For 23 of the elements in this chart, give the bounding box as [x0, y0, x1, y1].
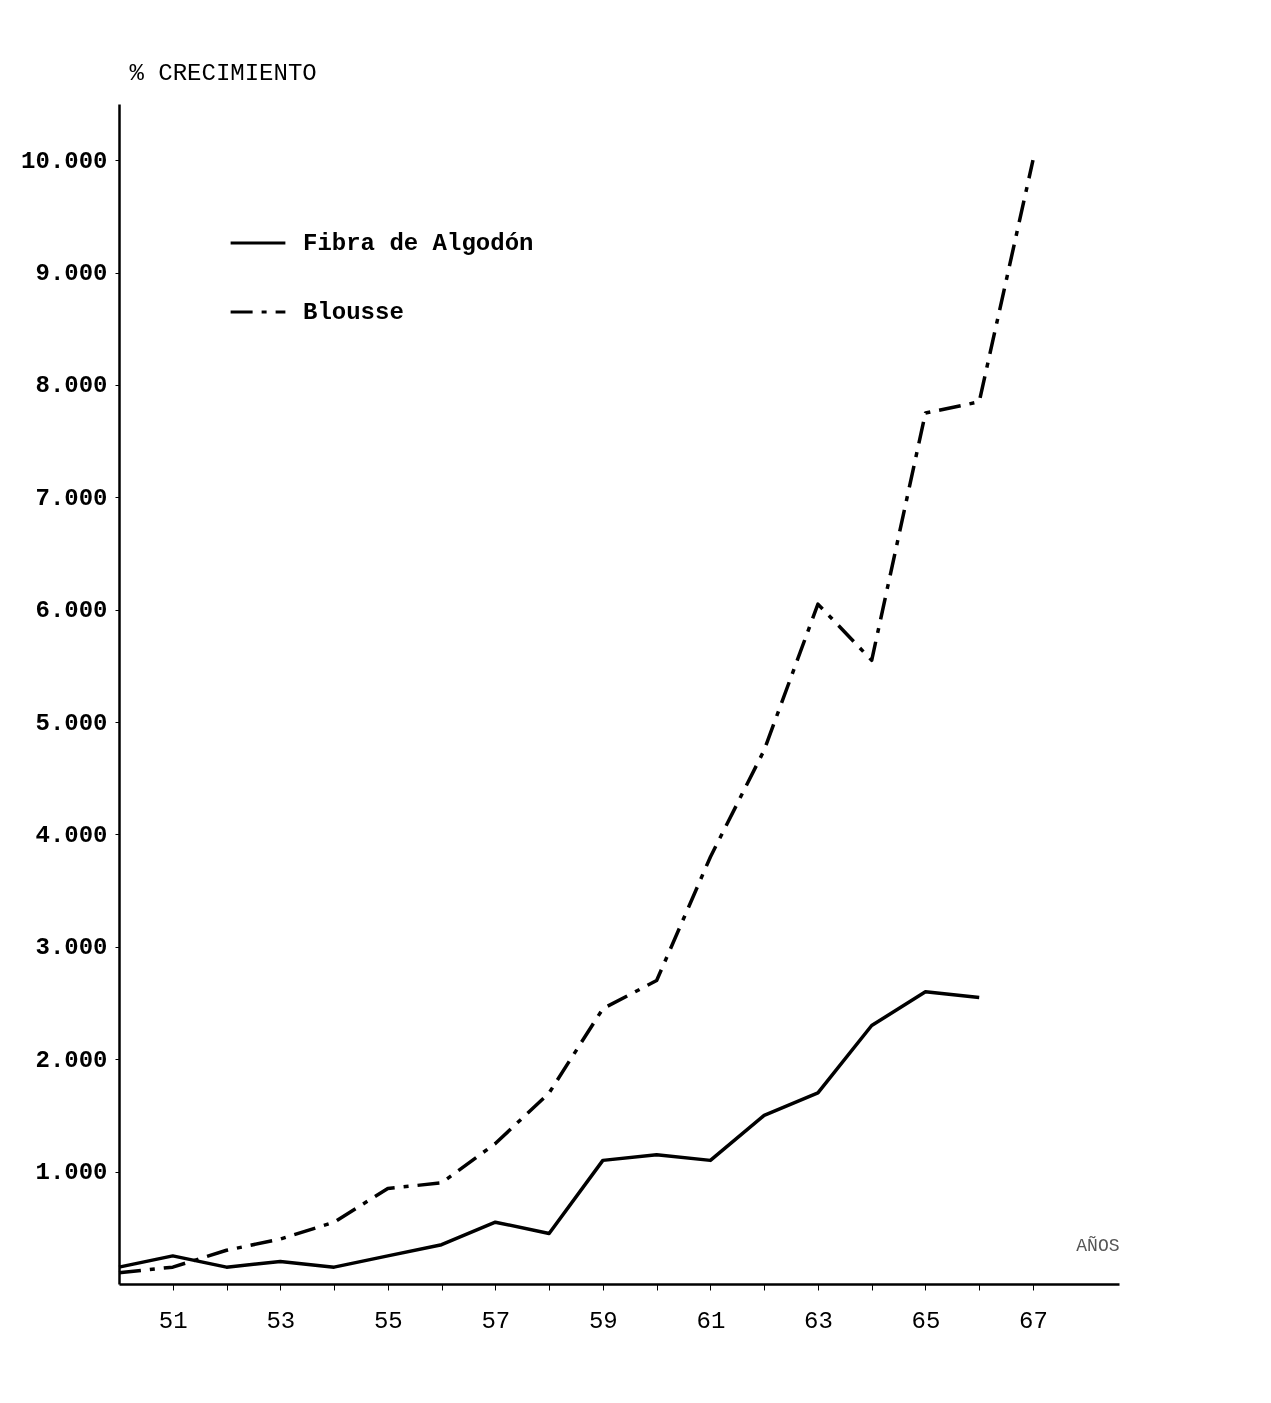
y-tick-label: 1.000	[35, 1159, 108, 1187]
x-tick-label: 55	[373, 1307, 403, 1335]
y-axis-title: % CRECIMIENTO	[129, 59, 317, 87]
x-tick-label: 57	[481, 1307, 511, 1335]
y-tick-label: 6.000	[35, 597, 108, 625]
y-tick-label: 9.000	[35, 260, 108, 288]
x-tick-label: 67	[1019, 1307, 1048, 1335]
legend-label: Fibra de Algodón	[303, 230, 534, 257]
y-tick-label: 10.000	[21, 147, 108, 175]
x-tick-label: 59	[588, 1307, 618, 1335]
x-tick-label: 63	[804, 1307, 833, 1335]
x-tick-label: 53	[266, 1307, 296, 1335]
y-tick-label: 7.000	[35, 484, 108, 512]
y-tick-label: 5.000	[35, 709, 108, 737]
y-tick-label: 4.000	[35, 821, 108, 849]
x-tick-label: 65	[911, 1307, 941, 1335]
y-tick-label: 8.000	[35, 372, 108, 400]
y-tick-label: 3.000	[35, 934, 108, 962]
x-tick-label: 61	[696, 1307, 726, 1335]
x-tick-label: 51	[158, 1307, 188, 1335]
y-tick-label: 2.000	[35, 1046, 108, 1074]
legend-label: Blousse	[303, 299, 404, 326]
x-axis-title: AÑOS	[1076, 1235, 1120, 1256]
